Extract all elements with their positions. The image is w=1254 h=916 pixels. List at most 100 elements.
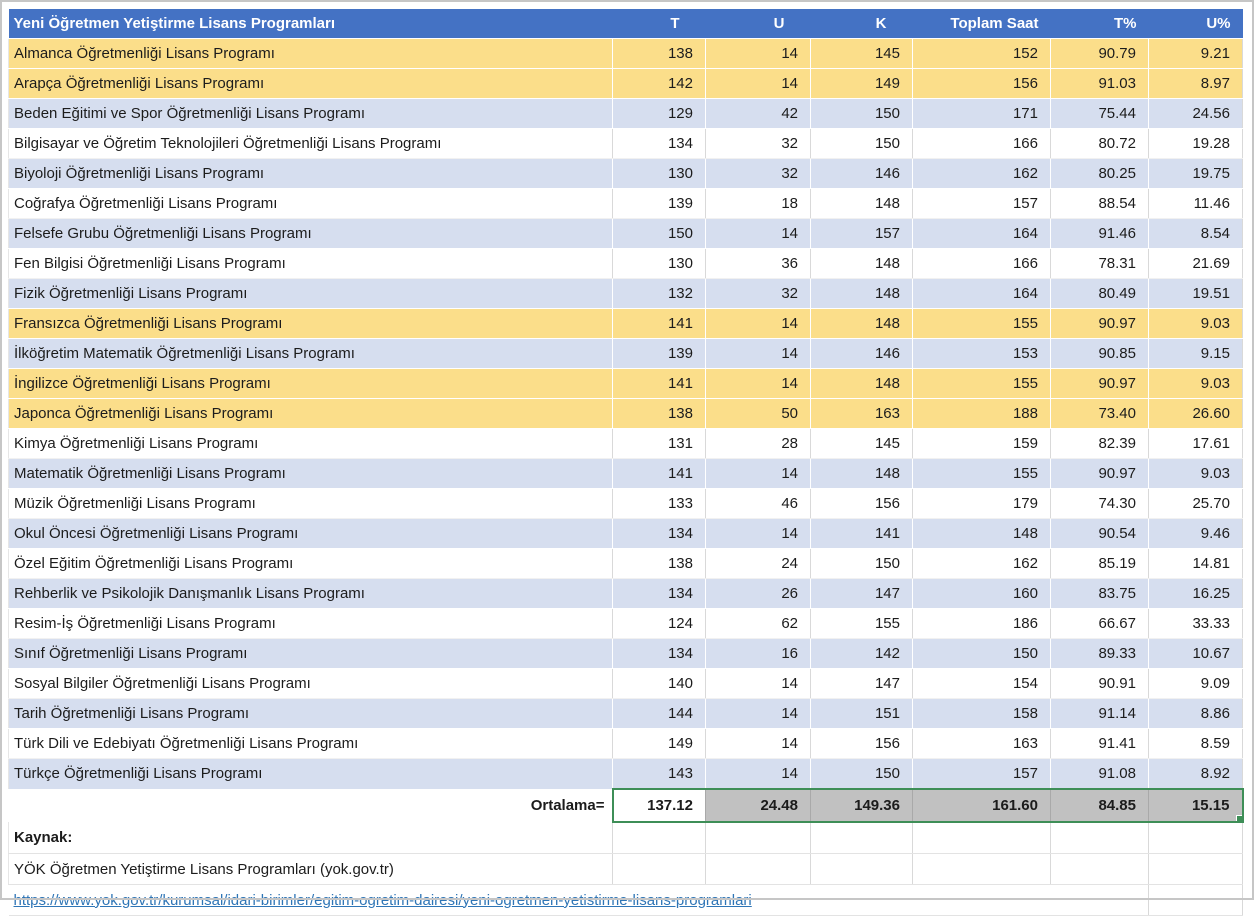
value-cell[interactable]: 153: [912, 338, 1051, 369]
value-cell[interactable]: 164: [912, 218, 1051, 249]
value-cell[interactable]: 133: [612, 488, 706, 519]
value-cell[interactable]: 62: [705, 608, 811, 639]
value-cell[interactable]: 156: [810, 488, 913, 519]
value-cell[interactable]: 9.15: [1148, 338, 1243, 369]
kaynak-label-cell[interactable]: Kaynak:: [8, 822, 613, 854]
value-cell[interactable]: 138: [612, 398, 706, 429]
value-cell[interactable]: 150: [810, 98, 913, 129]
value-cell[interactable]: 157: [912, 188, 1051, 219]
value-cell[interactable]: 33.33: [1148, 608, 1243, 639]
value-cell[interactable]: 142: [612, 68, 706, 99]
program-name-cell[interactable]: Bilgisayar ve Öğretim Teknolojileri Öğre…: [8, 128, 613, 159]
value-cell[interactable]: 166: [912, 128, 1051, 159]
value-cell[interactable]: 90.85: [1050, 338, 1149, 369]
value-cell[interactable]: 145: [810, 428, 913, 459]
average-u-cell[interactable]: 24.48: [705, 788, 811, 823]
value-cell[interactable]: 134: [612, 128, 706, 159]
average-t-pct-cell[interactable]: 84.85: [1050, 788, 1149, 823]
value-cell[interactable]: 146: [810, 158, 913, 189]
average-toplam-saat-cell[interactable]: 161.60: [912, 788, 1051, 823]
value-cell[interactable]: 14: [705, 458, 811, 489]
value-cell[interactable]: 157: [912, 758, 1051, 790]
value-cell[interactable]: 24: [705, 548, 811, 579]
value-cell[interactable]: 36: [705, 248, 811, 279]
value-cell[interactable]: 8.92: [1148, 758, 1243, 790]
empty-cell[interactable]: [1148, 853, 1243, 885]
value-cell[interactable]: 163: [912, 728, 1051, 759]
value-cell[interactable]: 9.03: [1148, 308, 1243, 339]
selection-fill-handle[interactable]: [1235, 815, 1241, 820]
value-cell[interactable]: 130: [612, 248, 706, 279]
value-cell[interactable]: 148: [810, 248, 913, 279]
value-cell[interactable]: 143: [612, 758, 706, 790]
value-cell[interactable]: 91.46: [1050, 218, 1149, 249]
program-name-cell[interactable]: Fransızca Öğretmenliği Lisans Programı: [8, 308, 613, 339]
value-cell[interactable]: 151: [810, 698, 913, 729]
value-cell[interactable]: 166: [912, 248, 1051, 279]
value-cell[interactable]: 8.59: [1148, 728, 1243, 759]
program-name-cell[interactable]: Almanca Öğretmenliği Lisans Programı: [8, 38, 613, 69]
value-cell[interactable]: 131: [612, 428, 706, 459]
value-cell[interactable]: 9.46: [1148, 518, 1243, 549]
empty-cell[interactable]: [810, 822, 913, 854]
value-cell[interactable]: 150: [612, 218, 706, 249]
value-cell[interactable]: 134: [612, 518, 706, 549]
value-cell[interactable]: 150: [810, 758, 913, 790]
average-u-pct-cell[interactable]: 15.15: [1148, 788, 1244, 823]
program-name-cell[interactable]: Müzik Öğretmenliği Lisans Programı: [8, 488, 613, 519]
value-cell[interactable]: 188: [912, 398, 1051, 429]
program-name-cell[interactable]: Özel Eğitim Öğretmenliği Lisans Programı: [8, 548, 613, 579]
value-cell[interactable]: 145: [810, 38, 913, 69]
program-name-cell[interactable]: İlköğretim Matematik Öğretmenliği Lisans…: [8, 338, 613, 369]
value-cell[interactable]: 32: [705, 278, 811, 309]
program-name-cell[interactable]: Sosyal Bilgiler Öğretmenliği Lisans Prog…: [8, 668, 613, 699]
value-cell[interactable]: 90.54: [1050, 518, 1149, 549]
value-cell[interactable]: 26.60: [1148, 398, 1243, 429]
value-cell[interactable]: 14: [705, 758, 811, 790]
value-cell[interactable]: 91.08: [1050, 758, 1149, 790]
value-cell[interactable]: 32: [705, 158, 811, 189]
value-cell[interactable]: 19.75: [1148, 158, 1243, 189]
value-cell[interactable]: 141: [612, 368, 706, 399]
value-cell[interactable]: 150: [912, 638, 1051, 669]
value-cell[interactable]: 14: [705, 218, 811, 249]
value-cell[interactable]: 90.97: [1050, 458, 1149, 489]
value-cell[interactable]: 141: [612, 308, 706, 339]
value-cell[interactable]: 138: [612, 38, 706, 69]
value-cell[interactable]: 138: [612, 548, 706, 579]
program-name-cell[interactable]: Sınıf Öğretmenliği Lisans Programı: [8, 638, 613, 669]
value-cell[interactable]: 14: [705, 698, 811, 729]
value-cell[interactable]: 11.46: [1148, 188, 1243, 219]
value-cell[interactable]: 80.72: [1050, 128, 1149, 159]
value-cell[interactable]: 16.25: [1148, 578, 1243, 609]
program-name-cell[interactable]: Kimya Öğretmenliği Lisans Programı: [8, 428, 613, 459]
value-cell[interactable]: 148: [810, 458, 913, 489]
value-cell[interactable]: 140: [612, 668, 706, 699]
empty-cell[interactable]: [1148, 884, 1243, 916]
value-cell[interactable]: 85.19: [1050, 548, 1149, 579]
value-cell[interactable]: 9.03: [1148, 458, 1243, 489]
value-cell[interactable]: 141: [612, 458, 706, 489]
value-cell[interactable]: 142: [810, 638, 913, 669]
value-cell[interactable]: 152: [912, 38, 1051, 69]
value-cell[interactable]: 9.09: [1148, 668, 1243, 699]
program-name-cell[interactable]: Japonca Öğretmenliği Lisans Programı: [8, 398, 613, 429]
value-cell[interactable]: 150: [810, 548, 913, 579]
value-cell[interactable]: 163: [810, 398, 913, 429]
value-cell[interactable]: 130: [612, 158, 706, 189]
value-cell[interactable]: 134: [612, 578, 706, 609]
empty-cell[interactable]: [1050, 853, 1149, 885]
value-cell[interactable]: 26: [705, 578, 811, 609]
value-cell[interactable]: 14: [705, 728, 811, 759]
value-cell[interactable]: 155: [912, 458, 1051, 489]
value-cell[interactable]: 16: [705, 638, 811, 669]
program-name-cell[interactable]: Felsefe Grubu Öğretmenliği Lisans Progra…: [8, 218, 613, 249]
source-link[interactable]: https://www.yok.gov.tr/kurumsal/idari-bi…: [13, 891, 752, 909]
value-cell[interactable]: 66.67: [1050, 608, 1149, 639]
value-cell[interactable]: 17.61: [1148, 428, 1243, 459]
value-cell[interactable]: 24.56: [1148, 98, 1243, 129]
value-cell[interactable]: 186: [912, 608, 1051, 639]
value-cell[interactable]: 90.91: [1050, 668, 1149, 699]
value-cell[interactable]: 162: [912, 548, 1051, 579]
average-k-cell[interactable]: 149.36: [810, 788, 913, 823]
